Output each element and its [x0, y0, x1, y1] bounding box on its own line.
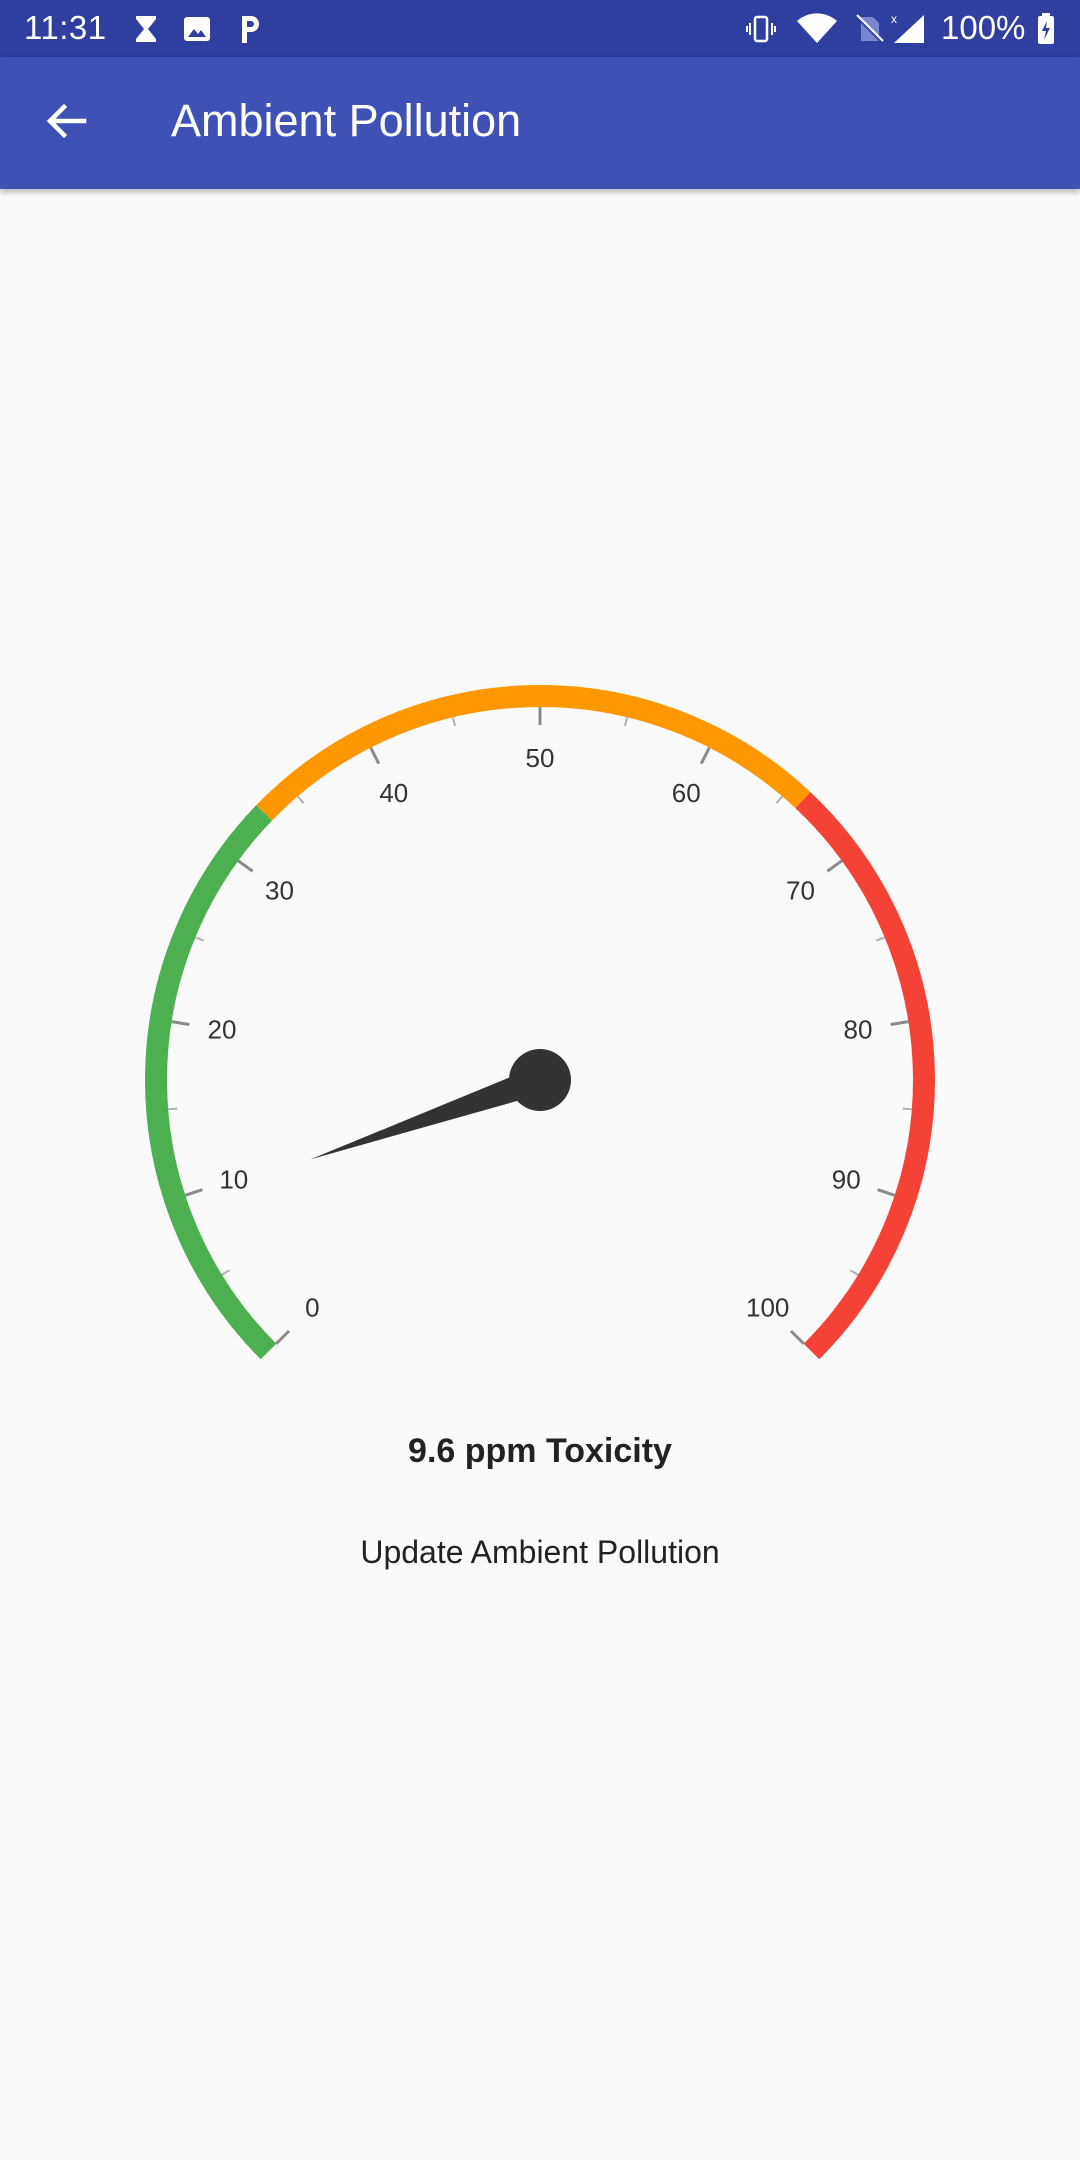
gauge-minor-tick — [195, 936, 205, 942]
update-pollution-button[interactable]: Update Ambient Pollution — [360, 1533, 720, 1570]
hourglass-icon — [130, 13, 162, 45]
gauge-minor-tick — [875, 936, 885, 942]
gauge-minor-tick — [451, 717, 456, 727]
page-title: Ambient Pollution — [171, 95, 522, 146]
gauge-tick-label-80: 80 — [844, 1015, 873, 1045]
gauge-major-tick — [826, 859, 843, 873]
cell-signal-icon: x — [890, 12, 924, 45]
gauge-range-arc-2 — [795, 792, 935, 1360]
gauge-minor-tick — [297, 795, 305, 804]
gauge-dial: 0 10 20 30 40 50 60 70 80 90 100 — [145, 684, 935, 1360]
gauge-tick-label-30: 30 — [265, 876, 294, 906]
gauge-needle-pointer — [310, 1066, 545, 1160]
gauge-minor-tick — [624, 717, 629, 727]
svg-text:x: x — [891, 13, 897, 26]
gauge-minor-tick — [902, 1107, 912, 1111]
no-sim-icon — [853, 13, 885, 45]
battery-percent: 100% — [941, 9, 1026, 46]
gauge-needle-hub — [509, 1049, 571, 1111]
status-bar: 11:31 x — [0, 0, 1080, 57]
gauge-major-tick — [184, 1188, 203, 1197]
parking-icon — [233, 13, 265, 45]
vibrate-icon — [745, 13, 777, 45]
gauge-tick-label-20: 20 — [208, 1015, 237, 1045]
gauge-tick-label-0: 0 — [305, 1293, 319, 1323]
gauge-minor-tick — [849, 1269, 859, 1276]
gauge-tick-label-60: 60 — [672, 778, 701, 808]
gauge-needle — [310, 1049, 571, 1160]
gauge-major-tick — [789, 1329, 805, 1345]
gauge-range-arc-1 — [256, 684, 811, 821]
gauge-tick-label-70: 70 — [786, 876, 815, 906]
gauge-minor-tick — [221, 1269, 231, 1276]
gauge-major-tick — [369, 747, 381, 765]
gauge-major-tick — [275, 1329, 291, 1345]
wifi-icon — [796, 13, 838, 45]
gauge-range-arc-0 — [145, 805, 277, 1360]
gauge-tick-label-100: 100 — [746, 1293, 789, 1323]
pollution-gauge: 0 10 20 30 40 50 60 70 80 90 100 9.6 ppm Toxicity — [0, 189, 1080, 1489]
back-button[interactable] — [27, 84, 105, 162]
battery-icon — [1036, 13, 1056, 45]
gauge-tick-labels: 0 10 20 30 40 50 60 70 80 90 100 — [208, 743, 873, 1323]
gauge-readout: 9.6 ppm Toxicity — [408, 1432, 672, 1470]
gauge-major-tick — [171, 1020, 190, 1026]
gauge-tick-label-90: 90 — [832, 1165, 861, 1195]
gauge-ranges — [145, 684, 935, 1360]
app-bar: Ambient Pollution — [0, 57, 1080, 189]
gauge-tick-label-50: 50 — [526, 743, 555, 773]
gauge-major-tick — [890, 1020, 909, 1026]
gauge-minor-tick — [168, 1107, 178, 1111]
gauge-major-tick — [699, 747, 711, 765]
gauge-minor-tick — [775, 795, 783, 804]
gauge-tick-label-10: 10 — [219, 1165, 248, 1195]
arrow-left-icon — [44, 99, 88, 148]
status-time: 11:31 — [24, 9, 107, 46]
gauge-major-tick — [877, 1188, 896, 1197]
gauge-ticks — [168, 707, 912, 1345]
image-icon — [181, 13, 213, 45]
gauge-tick-label-40: 40 — [379, 778, 408, 808]
gauge-major-tick — [237, 859, 254, 873]
